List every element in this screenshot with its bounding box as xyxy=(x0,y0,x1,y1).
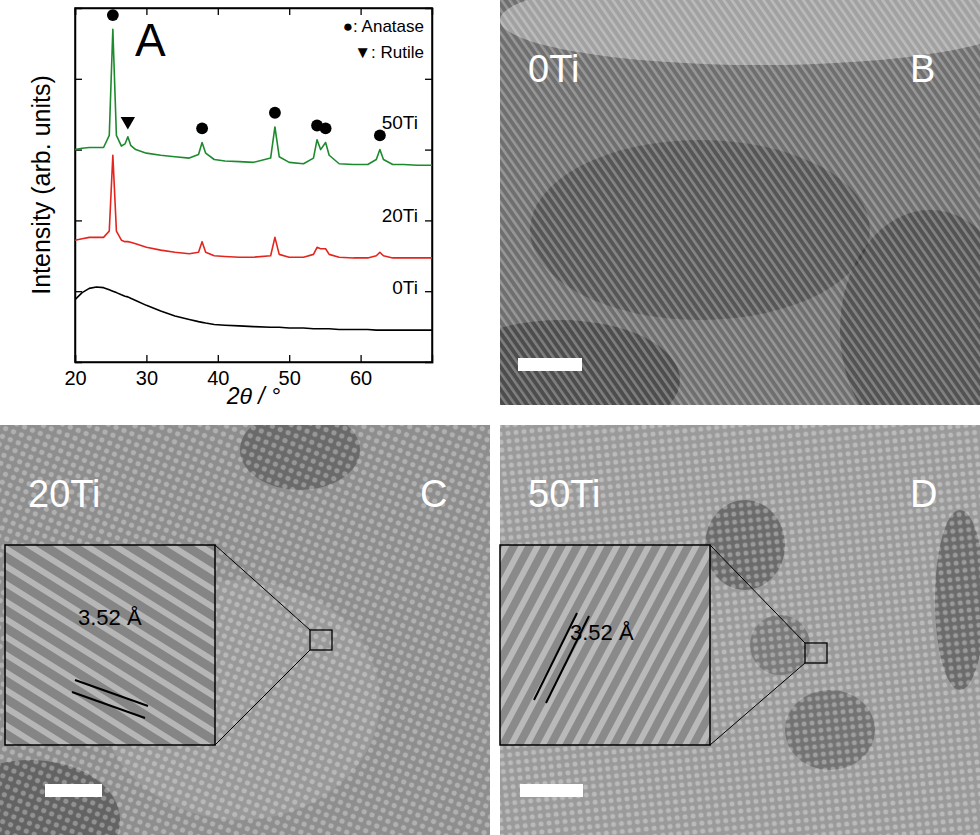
panel-letter: C xyxy=(420,473,447,515)
tick: 30 xyxy=(136,355,158,389)
tick-label: 30 xyxy=(136,367,158,389)
sample-label: 50Ti xyxy=(528,473,601,515)
series-label: 50Ti xyxy=(382,112,418,133)
y-axis-right-line xyxy=(425,9,433,363)
inset-image xyxy=(500,545,710,745)
tick-mark xyxy=(425,291,432,292)
tick-mark xyxy=(360,8,361,15)
scale-bar xyxy=(45,784,102,797)
tick-mark xyxy=(425,79,432,80)
d-spacing-label: 3.52 Å xyxy=(570,620,634,645)
scale-bar xyxy=(520,784,583,797)
tick-mark xyxy=(289,355,290,362)
plot-area xyxy=(75,9,432,330)
sample-label: 0Ti xyxy=(528,48,579,90)
tick: 60 xyxy=(350,355,372,389)
tick xyxy=(75,79,82,80)
tick xyxy=(75,220,82,221)
spacing-marker xyxy=(75,680,148,706)
x-axis-line xyxy=(76,355,433,363)
tick-mark xyxy=(146,355,147,362)
legend-entry: ▼: Rutile xyxy=(354,43,424,62)
tick xyxy=(425,150,432,151)
peak-marker xyxy=(121,117,135,129)
scale-bar xyxy=(518,358,582,371)
y-axis-title: Intensity (arb. units) xyxy=(27,75,55,295)
tick-mark xyxy=(289,8,290,15)
sample-label: 20Ti xyxy=(28,473,101,515)
tem-panel: 3.52 Å 50Ti D xyxy=(500,425,980,835)
tick-mark xyxy=(425,149,432,150)
image-background xyxy=(500,0,980,405)
tick xyxy=(425,79,432,80)
d-spacing-label: 3.52 Å xyxy=(78,605,142,630)
y-axis-right xyxy=(425,9,433,363)
zoom-box xyxy=(805,643,827,663)
x-axis-top xyxy=(76,8,433,15)
tick xyxy=(218,8,219,15)
tick xyxy=(361,8,362,15)
panel-a: 203040506050Ti20Ti0Ti●: Anatase▼: Rutile… xyxy=(27,8,433,409)
zoom-connector xyxy=(215,545,310,630)
image-background xyxy=(500,425,980,835)
tem-image xyxy=(500,0,980,405)
inset-image xyxy=(5,545,215,745)
tem-image xyxy=(0,425,490,835)
zoom-connector xyxy=(710,663,805,745)
tick-mark xyxy=(75,291,82,292)
tick xyxy=(75,291,82,292)
series-label: 0Ti xyxy=(392,277,418,298)
series-label: 20Ti xyxy=(382,205,418,226)
tick-mark xyxy=(75,220,82,221)
tick-mark xyxy=(218,355,219,362)
zoom-connector xyxy=(710,545,805,643)
y-axis xyxy=(75,9,82,363)
lattice-fringes xyxy=(0,425,490,835)
peak-marker xyxy=(269,107,281,119)
peak-marker xyxy=(107,9,119,21)
tick-mark xyxy=(425,220,432,221)
tick xyxy=(289,8,290,15)
peak-marker xyxy=(196,122,208,134)
tick-mark xyxy=(218,8,219,15)
lattice-fringes xyxy=(500,425,980,835)
series-line xyxy=(75,287,432,330)
tick xyxy=(425,291,432,292)
tick-label: 50 xyxy=(279,367,301,389)
tem-panel: 3.52 Å 20Ti C xyxy=(0,410,490,835)
zoom-connector xyxy=(215,650,310,745)
peak-marker xyxy=(320,122,332,134)
panel-letter: A xyxy=(135,14,166,66)
legend-entry: ●: Anatase xyxy=(343,17,424,36)
tick-label: 20 xyxy=(64,367,86,389)
panel-letter: B xyxy=(910,48,935,90)
tick-mark xyxy=(75,79,82,80)
spacing-marker xyxy=(72,692,145,718)
image-background xyxy=(0,425,490,835)
lattice-fringes xyxy=(500,0,980,405)
zoom-box xyxy=(310,630,332,650)
tick: 50 xyxy=(279,355,301,389)
tick-label: 60 xyxy=(350,367,372,389)
tem-panel: 0Ti B xyxy=(440,0,980,450)
x-axis-title: 2θ / ° xyxy=(226,383,281,409)
series-line xyxy=(75,29,432,165)
series-line xyxy=(75,155,432,258)
tick-mark xyxy=(360,355,361,362)
x-axis-top-line xyxy=(76,9,433,16)
tick xyxy=(425,220,432,221)
plot-frame xyxy=(75,8,432,362)
y-axis-line xyxy=(76,9,83,363)
tem-image xyxy=(500,425,980,835)
panel-letter: D xyxy=(910,473,937,515)
